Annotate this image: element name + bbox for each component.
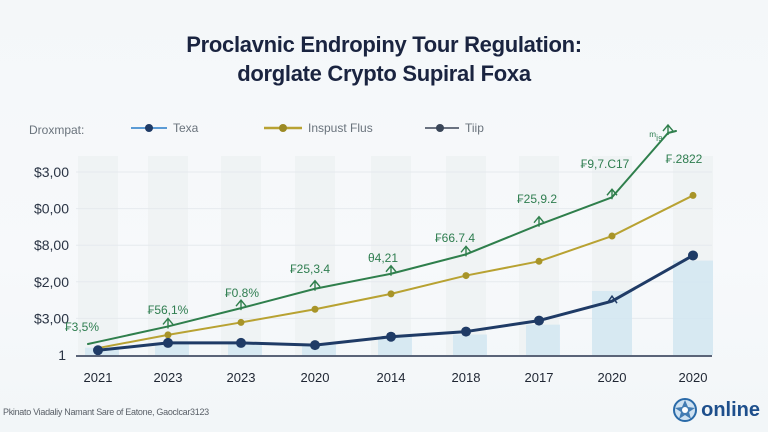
data-point: [311, 305, 319, 313]
legend-item-texa[interactable]: Texa: [131, 121, 198, 135]
data-annotation: ᵐᵢ₉: [649, 129, 663, 143]
data-point: [689, 191, 697, 199]
legend-line-marker-icon: [131, 124, 167, 132]
data-label: θ4,21: [368, 251, 398, 265]
data-point: [164, 331, 172, 339]
y-tick-label: $2,00: [34, 274, 69, 290]
legend-line-marker-icon: [425, 124, 459, 132]
data-point: [236, 337, 246, 348]
data-point: [387, 290, 395, 298]
y-tick-label: $3,00: [34, 310, 69, 326]
legend-label: Tiip: [465, 121, 484, 135]
x-tick-label: 2020: [301, 370, 330, 385]
data-label: ₣0.8%: [225, 286, 259, 300]
legend-item-tiip[interactable]: Tiip: [425, 121, 484, 135]
legend-line-marker-icon: [264, 124, 302, 132]
data-point: [237, 318, 245, 326]
x-tick-label: 2023: [154, 370, 183, 385]
data-label: ₣25,9.2: [517, 192, 557, 206]
brand-name: online: [701, 398, 760, 421]
chart-title: Proclavnic Endropiny Tour Regulation:: [186, 32, 582, 57]
data-label: ₣56,1%: [148, 303, 189, 317]
chart-subtitle: dorglate Crypto Supiral Foxa: [237, 61, 531, 86]
data-point: [608, 232, 616, 240]
y-tick-label: $0,00: [34, 201, 69, 217]
footer-note: Pkinato Viadaliy Namant Sare of Eatone, …: [3, 407, 209, 417]
x-tick-label: 2023: [227, 370, 256, 385]
legend-item-inspust-flus[interactable]: Inspust Flus: [264, 121, 373, 135]
background-bar: [378, 336, 412, 355]
data-point: [386, 331, 396, 342]
chart-title-block: Proclavnic Endropiny Tour Regulation: do…: [0, 30, 768, 88]
background-column: [295, 156, 335, 355]
y-tick-label: $3,00: [34, 164, 69, 180]
data-point: [93, 345, 103, 356]
data-point: [535, 257, 543, 265]
y-tick-label: $8,00: [34, 237, 69, 253]
background-bar: [155, 342, 189, 355]
data-label: ₣25,3.4: [290, 262, 330, 276]
x-tick-label: 2021: [84, 370, 113, 385]
data-label: ₣3,5%: [65, 320, 99, 334]
x-tick-label: 2017: [525, 370, 554, 385]
background-column: [78, 156, 118, 355]
x-tick-label: 2014: [377, 370, 406, 385]
data-point-arrow: [162, 317, 174, 329]
background-bar: [453, 334, 487, 355]
data-label: ₣9,7.C17: [581, 157, 630, 171]
legend: Droxmpat: Texa Inspust Flus Tiip: [0, 121, 768, 139]
background-column: [371, 156, 411, 355]
data-point-arrow: [309, 279, 321, 291]
background-bar: [526, 324, 560, 355]
data-point-arrow: [533, 215, 545, 227]
x-tick-label: 2020: [679, 370, 708, 385]
data-label: ₣.2822: [666, 152, 703, 166]
data-label: ₣66.7.4: [435, 231, 475, 245]
data-point: [461, 326, 471, 337]
globe-emblem-icon: [673, 398, 698, 422]
data-point: [310, 340, 320, 351]
legend-title: Droxmpat:: [29, 123, 85, 137]
data-point: [688, 250, 698, 261]
data-point-arrow: [460, 245, 472, 257]
data-point-arrow: [385, 264, 397, 276]
data-point: [163, 337, 173, 348]
x-tick-label: 2020: [598, 370, 627, 385]
y-tick-label: 1: [58, 347, 66, 363]
background-bar: [673, 260, 713, 355]
background-bar: [228, 342, 262, 355]
data-point-arrow: [235, 299, 247, 311]
data-point-arrow: [662, 123, 674, 135]
data-point: [534, 315, 544, 326]
legend-label: Texa: [173, 121, 199, 135]
brand-logo[interactable]: online: [672, 397, 760, 423]
legend-label: Inspust Flus: [308, 121, 373, 135]
background-bar: [302, 344, 336, 355]
data-point-arrow: [606, 188, 618, 200]
x-tick-label: 2018: [452, 370, 481, 385]
data-point: [462, 272, 470, 280]
data-point-arrow: [606, 294, 618, 304]
